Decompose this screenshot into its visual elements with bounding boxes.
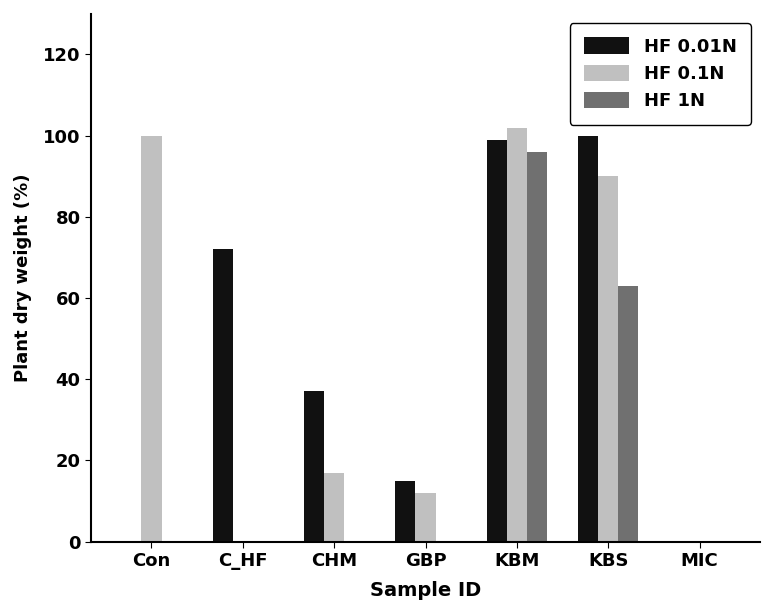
- Bar: [416, 493, 436, 542]
- Bar: [618, 286, 639, 542]
- X-axis label: Sample ID: Sample ID: [370, 581, 481, 600]
- Bar: [324, 473, 344, 542]
- Bar: [578, 136, 598, 542]
- Bar: [507, 128, 527, 542]
- Y-axis label: Plant dry weight (%): Plant dry weight (%): [14, 174, 32, 382]
- Bar: [142, 136, 162, 542]
- Bar: [598, 176, 618, 542]
- Bar: [304, 391, 324, 542]
- Bar: [396, 481, 416, 542]
- Legend: HF 0.01N, HF 0.1N, HF 1N: HF 0.01N, HF 0.1N, HF 1N: [570, 23, 751, 125]
- Bar: [213, 249, 233, 542]
- Bar: [487, 140, 507, 542]
- Bar: [527, 152, 547, 542]
